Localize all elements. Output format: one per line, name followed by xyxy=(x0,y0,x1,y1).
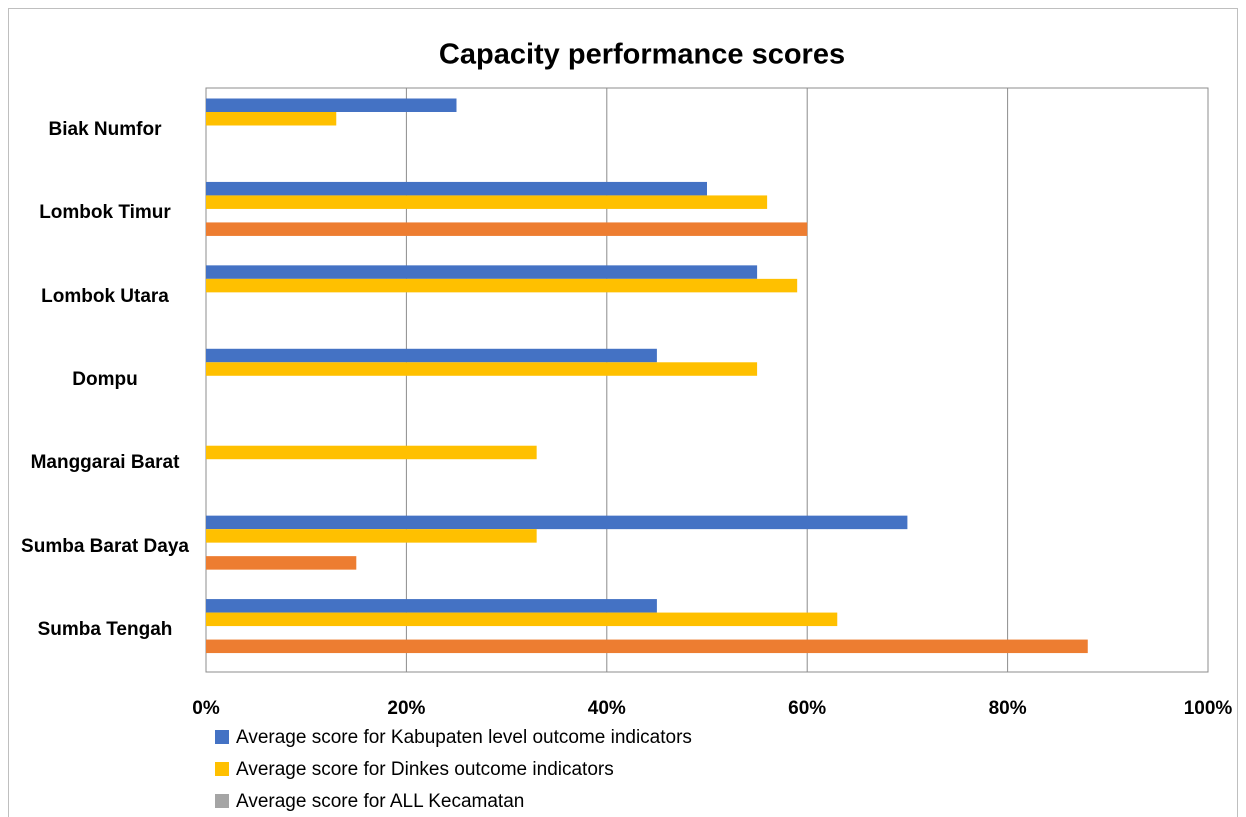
y-tick-label: Sumba Tengah xyxy=(37,619,173,641)
bar xyxy=(206,195,768,209)
bar xyxy=(206,265,758,279)
bar xyxy=(206,112,337,126)
legend-label: Average score for Kabupaten level outcom… xyxy=(236,727,692,748)
y-tick-label: Dompu xyxy=(72,369,138,390)
bar xyxy=(206,612,838,627)
x-tick-label: 100% xyxy=(1184,698,1233,719)
x-tick-label: 0% xyxy=(192,698,220,719)
y-tick-label: Lombok Utara xyxy=(41,285,169,307)
bar xyxy=(206,556,357,570)
legend-label: Average score for Dinkes outcome indicat… xyxy=(236,759,614,780)
y-tick-label: Lombok Timur xyxy=(39,202,171,224)
x-tick-label: 60% xyxy=(788,698,826,719)
bar xyxy=(206,278,798,293)
chart-border xyxy=(8,8,1238,817)
plot-border xyxy=(205,87,1209,673)
y-tick-label: Manggarai Barat xyxy=(30,452,180,474)
legend-swatch xyxy=(215,730,229,744)
x-tick-label: 80% xyxy=(989,698,1027,719)
bar xyxy=(206,599,657,613)
y-tick-label: Biak Numfor xyxy=(48,118,162,140)
legend-label: Average score for ALL Kecamatan xyxy=(236,791,524,812)
x-tick-label: 20% xyxy=(387,698,425,719)
bar xyxy=(206,222,808,236)
bar xyxy=(206,181,707,196)
bar xyxy=(206,515,908,530)
bar xyxy=(206,98,457,112)
legend-swatch xyxy=(215,762,229,776)
chart-title: Capacity performance scores xyxy=(439,39,845,71)
bar xyxy=(206,639,1088,654)
legend-swatch xyxy=(215,794,229,808)
bar xyxy=(206,529,537,543)
bar xyxy=(206,445,537,460)
bar xyxy=(206,362,758,376)
y-tick-label: Sumba Barat Daya xyxy=(21,535,189,557)
x-tick-label: 40% xyxy=(588,698,626,719)
bar xyxy=(206,348,657,363)
